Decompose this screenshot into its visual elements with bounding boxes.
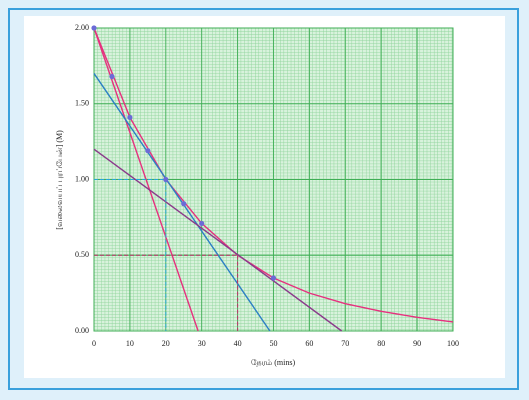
line bbox=[93, 148, 343, 332]
y-tick-label: 1.50 bbox=[75, 99, 89, 108]
y-axis-label: [வலைவயப் புரப்பேன்] (M) bbox=[55, 130, 64, 230]
x-tick-label: 50 bbox=[270, 339, 278, 348]
y-tick-label: 1.00 bbox=[75, 174, 89, 183]
y-tick-label: 2.00 bbox=[75, 23, 89, 32]
x-tick-label: 60 bbox=[305, 339, 313, 348]
point bbox=[145, 148, 151, 154]
y-tick-label: 0.00 bbox=[75, 326, 89, 335]
x-tick-label: 40 bbox=[234, 339, 242, 348]
x-tick-label: 30 bbox=[198, 339, 206, 348]
point bbox=[91, 25, 97, 31]
x-axis-label: நேரம் (mins) bbox=[251, 358, 296, 367]
x-tick-label: 70 bbox=[341, 339, 349, 348]
point bbox=[127, 114, 133, 120]
x-tick-label: 0 bbox=[92, 339, 96, 348]
x-tick-label: 80 bbox=[377, 339, 385, 348]
x-tick-label: 20 bbox=[162, 339, 170, 348]
point bbox=[163, 176, 169, 183]
x-tick-label: 90 bbox=[413, 339, 421, 348]
point bbox=[270, 275, 277, 281]
frame bbox=[8, 8, 519, 390]
point bbox=[199, 220, 205, 227]
y-tick-label: 0.50 bbox=[75, 250, 89, 259]
guide-line bbox=[94, 254, 239, 331]
x-tick-label: 10 bbox=[126, 339, 134, 348]
point bbox=[109, 73, 115, 80]
x-tick-label: 100 bbox=[447, 339, 459, 348]
point bbox=[181, 201, 187, 207]
